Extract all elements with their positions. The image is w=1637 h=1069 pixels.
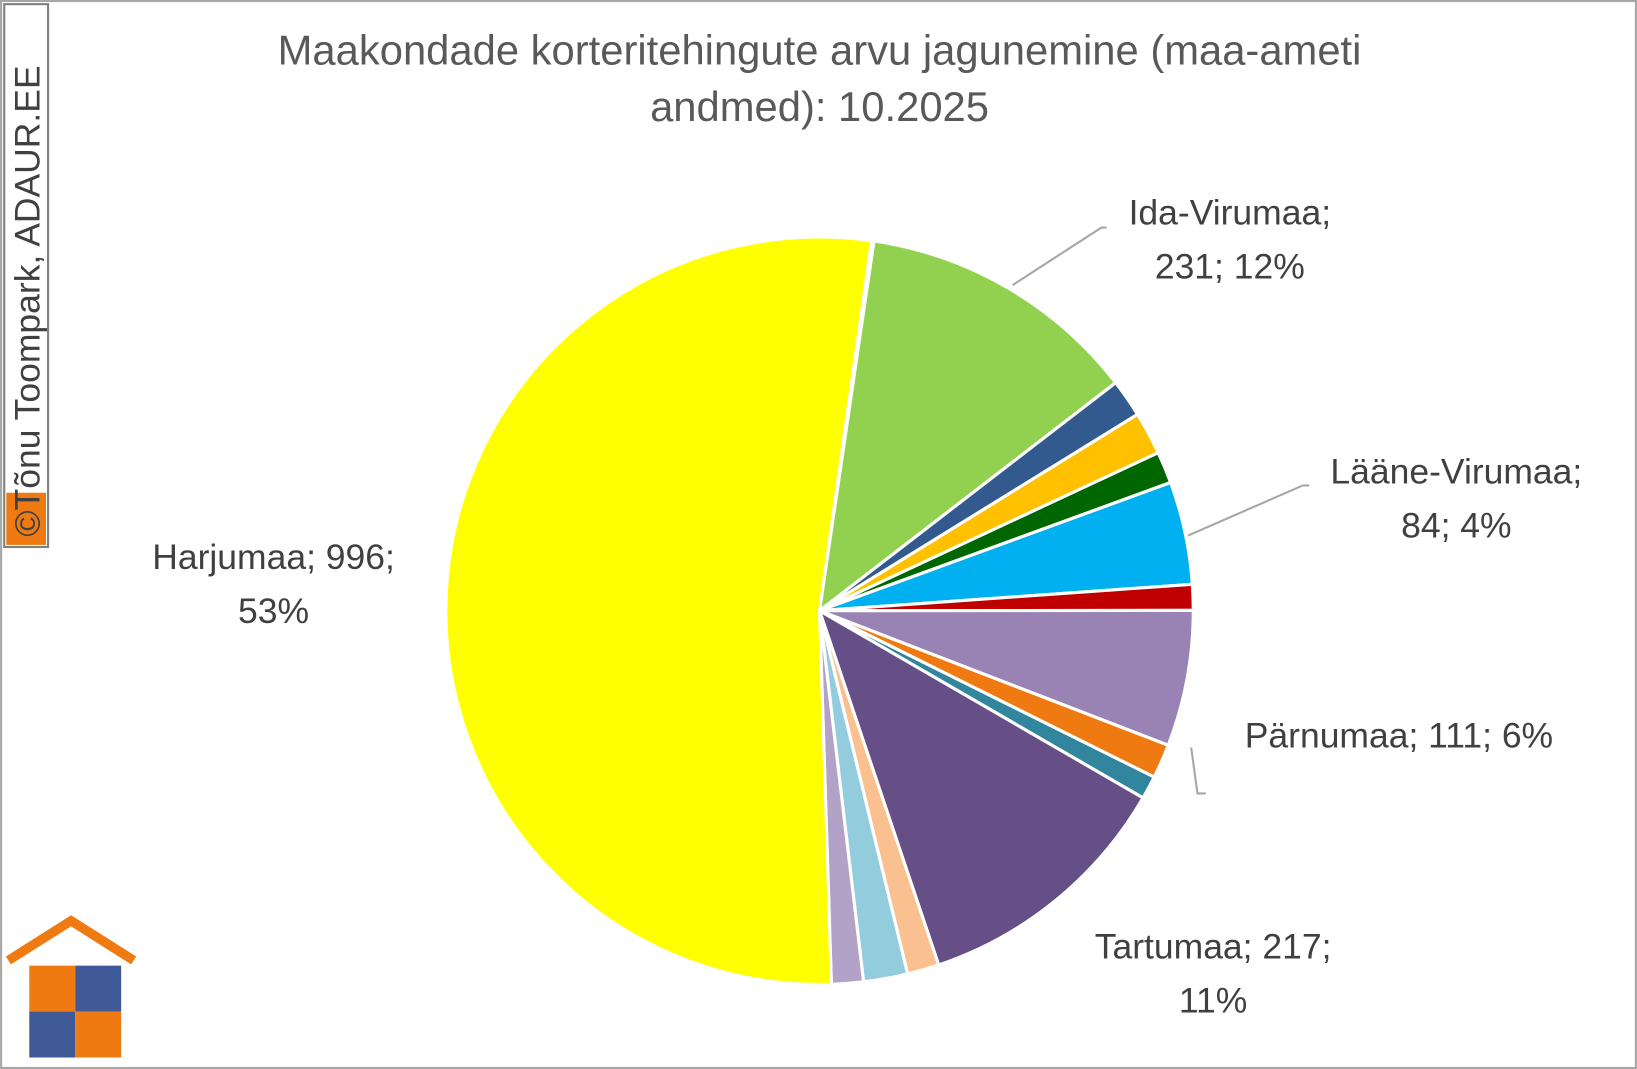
title-line: andmed): 10.2025 — [650, 83, 989, 130]
data-label-line: 231; 12% — [1155, 247, 1305, 287]
pie — [444, 235, 1195, 986]
pie-slice — [817, 239, 1118, 615]
data-label-line: 53% — [238, 591, 309, 631]
data-label-line: Harjumaa; 996; — [152, 537, 395, 577]
leader-line — [1190, 747, 1206, 795]
data-label: Harjumaa; 996; 53% — [152, 537, 395, 631]
data-label: Lääne-Virumaa; 84; 4% — [1330, 451, 1582, 545]
watermark-accent — [6, 492, 46, 545]
data-label-line: 11% — [1179, 981, 1247, 1021]
data-labels: Ida-Virumaa; 231; 12% Lääne-Virumaa; 84; 4%… — [152, 192, 1582, 1020]
data-label-line: Ida-Virumaa; — [1129, 192, 1332, 232]
logo-piece — [75, 965, 122, 1012]
logo-piece — [29, 1011, 76, 1058]
title-line: Maakondade korteritehingute arvu jagunem… — [278, 27, 1362, 74]
data-label: Pärnumaa; 111; 6% — [1245, 715, 1553, 755]
data-label: Tartumaa; 217; 11% — [1095, 926, 1332, 1020]
data-label-line: Lääne-Virumaa; — [1330, 451, 1582, 491]
chart-title: Maakondade korteritehingute arvu jagunem… — [278, 27, 1362, 130]
pie-slice — [444, 235, 874, 986]
pie-slice — [816, 607, 1146, 967]
watermark-box: ©Tõnu Toompark, ADAUR.EE — [3, 3, 50, 549]
logo-piece — [29, 965, 76, 1012]
leader-line — [1187, 484, 1310, 537]
pie-slice — [818, 608, 1195, 748]
logo-piece — [75, 1011, 122, 1058]
watermark: ©Tõnu Toompark, ADAUR.EE — [8, 65, 48, 536]
data-label-line: 84; 4% — [1401, 506, 1511, 546]
leader-lines — [1012, 226, 1310, 795]
data-label-line: Pärnumaa; 111; 6% — [1245, 715, 1553, 755]
watermark-frame — [3, 3, 50, 549]
data-label-line: Tartumaa; 217; — [1095, 926, 1332, 966]
data-label: Ida-Virumaa; 231; 12% — [1129, 192, 1332, 286]
logo — [5, 915, 137, 1058]
logo-roof — [5, 915, 137, 965]
leader-line — [1012, 226, 1107, 286]
